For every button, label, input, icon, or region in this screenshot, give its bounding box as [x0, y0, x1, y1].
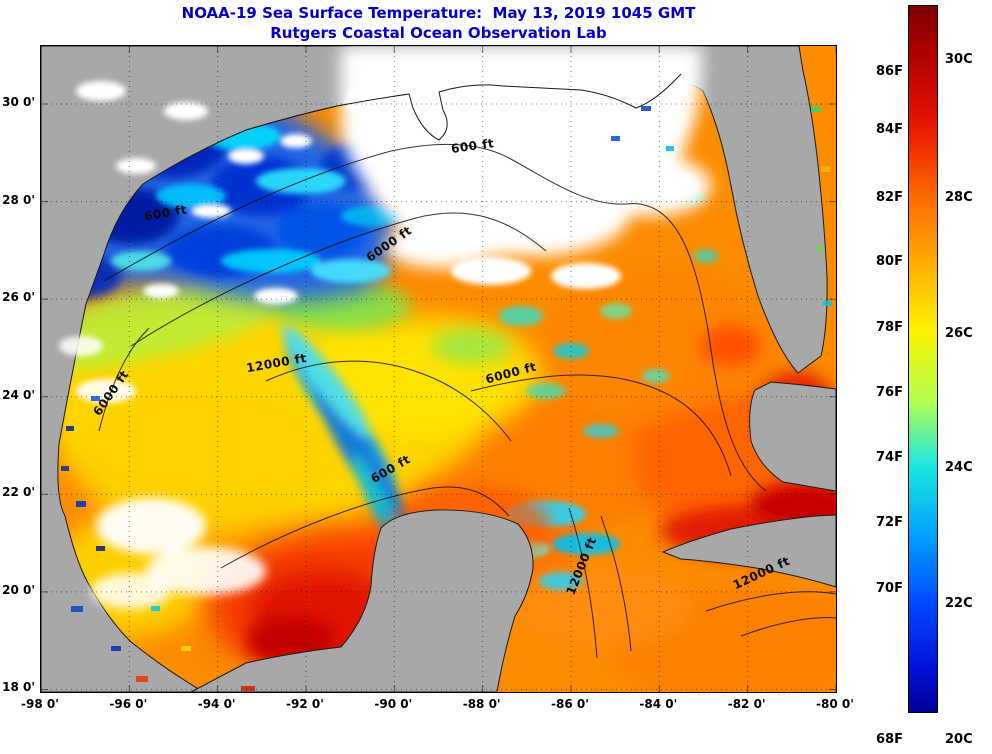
contour-label: 12000 ft — [563, 535, 600, 597]
y-tick-label: 22 0' — [2, 485, 35, 500]
contour-label: 600 ft — [368, 452, 413, 486]
contour-label: 12000 ft — [730, 553, 792, 593]
colorbar-c-label: 24C — [945, 460, 973, 475]
colorbar-f-label: 76F — [876, 385, 903, 400]
x-tick-label: -94 0' — [197, 697, 236, 711]
x-tick-label: -82 0' — [727, 697, 766, 711]
colorbar-c-label: 26C — [945, 326, 973, 341]
colorbar-f-label: 74F — [876, 450, 903, 465]
colorbar-f-label: 84F — [876, 122, 903, 137]
contour-label: 12000 ft — [245, 350, 308, 376]
map-plot: 600 ft 600 ft 6000 ft 12000 ft 6000 ft 6000 f… — [40, 45, 837, 693]
x-tick-label: -80 0' — [816, 697, 854, 711]
cloud-layer — [59, 46, 711, 609]
y-tick-label: 26 0' — [2, 290, 35, 305]
colorbar-f-label: 72F — [876, 515, 903, 530]
contour-label: 6000 ft — [90, 367, 132, 419]
x-tick-label: -84 0' — [639, 697, 678, 711]
colorbar-f-label: 86F — [876, 64, 903, 79]
sst-map-image — [41, 46, 836, 692]
figure-subtitle: Rutgers Coastal Ocean Observation Lab — [270, 24, 607, 42]
colorbar-c-label: 30C — [945, 52, 973, 67]
y-tick-label: 20 0' — [2, 582, 35, 597]
y-axis: 30 0' 28 0' 26 0' 24 0' 22 0' 20 0' 18 0' — [0, 0, 37, 754]
x-tick-label: -90 0' — [374, 697, 413, 711]
colorbar-gradient — [908, 5, 938, 713]
colorbar-f-label: 80F — [876, 254, 903, 269]
figure-title: NOAA-19 Sea Surface Temperature: May 13,… — [181, 4, 696, 22]
colorbar-c-label: 22C — [945, 596, 973, 611]
x-tick-label: -96 0' — [109, 697, 148, 711]
cold-streaks-campeche — [281, 325, 421, 578]
bathymetry-contours — [98, 143, 836, 659]
y-tick-label: 28 0' — [2, 192, 35, 207]
colorbar-c-label: 28C — [945, 190, 973, 205]
x-tick-label: -86 0' — [551, 697, 589, 711]
north-coastline — [245, 73, 682, 141]
x-tick-label: -88 0' — [462, 697, 501, 711]
contour-label: 6000 ft — [363, 223, 415, 265]
colorbar: 86F 84F 82F 80F 78F 76F 74F 72F 70F 68F 30C 28C 26C… — [845, 0, 992, 754]
grid-overlay — [41, 46, 836, 692]
land-speckles — [61, 106, 832, 691]
x-tick-label: -98 0' — [21, 697, 59, 711]
contour-label: 600 ft — [143, 202, 189, 224]
contour-label: 600 ft — [450, 136, 495, 156]
land-yucatan — [190, 509, 534, 692]
colorbar-f-label: 68F — [876, 732, 903, 747]
x-axis: -98 0' -96 0' -94 0' -92 0' -90 0' -88 0' -86 … — [0, 697, 992, 719]
colorbar-f-label: 78F — [876, 320, 903, 335]
land-cuba — [661, 514, 836, 588]
y-tick-label: 18 0' — [2, 680, 35, 695]
x-tick-label: -92 0' — [286, 697, 324, 711]
colorbar-f-label: 82F — [876, 190, 903, 205]
y-tick-label: 30 0' — [2, 95, 35, 109]
y-tick-label: 24 0' — [2, 387, 35, 402]
contour-label: 6000 ft — [484, 359, 538, 387]
cool-specks-east — [499, 188, 718, 438]
contour-labels: 600 ft 600 ft 6000 ft 12000 ft 6000 ft 6000 f… — [41, 46, 836, 692]
land-bahamas-nodata — [749, 381, 836, 492]
colorbar-c-label: 20C — [945, 732, 973, 747]
colorbar-f-label: 70F — [876, 581, 903, 596]
land-layer — [41, 46, 836, 692]
